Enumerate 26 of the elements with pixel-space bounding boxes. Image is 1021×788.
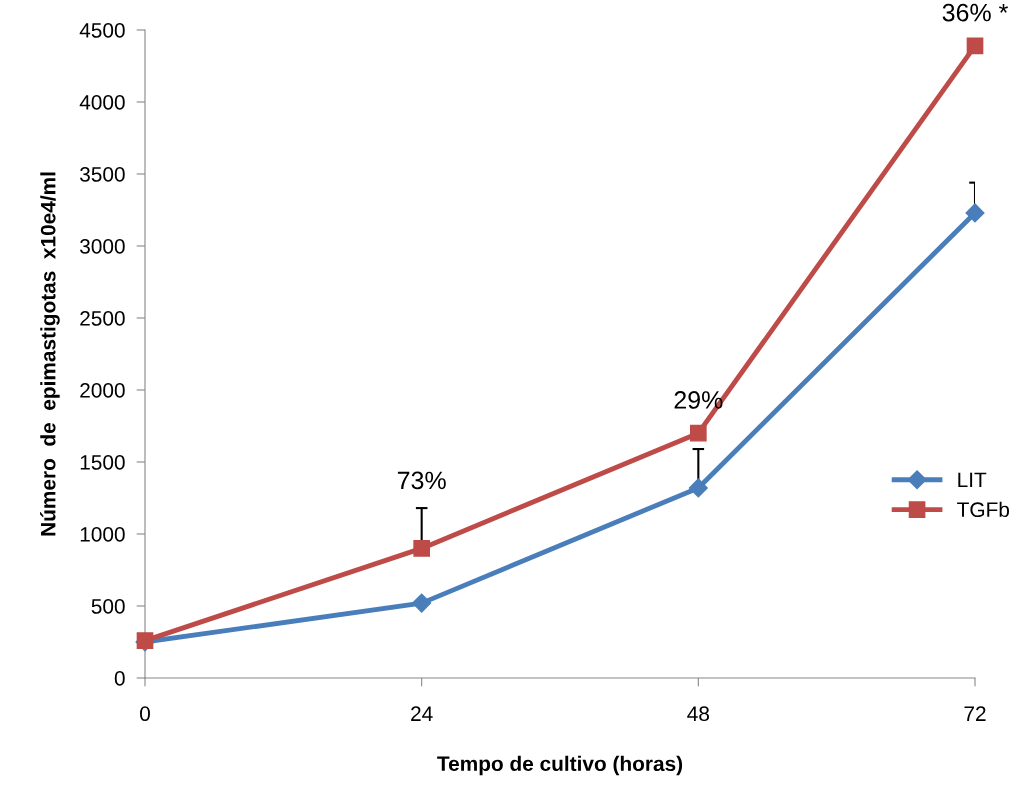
y-tick-label: 2000 bbox=[80, 383, 125, 398]
y-tick-label: 500 bbox=[91, 599, 125, 614]
x-axis-title: Tempo de cultivo (horas) bbox=[437, 755, 683, 776]
y-tick-label: 4000 bbox=[79, 95, 125, 110]
point bbox=[412, 593, 432, 613]
legend-label: TGFb bbox=[957, 501, 1010, 518]
y-tick-label: 4500 bbox=[79, 23, 125, 38]
point bbox=[965, 203, 985, 223]
point bbox=[689, 424, 707, 442]
annotation: 73% bbox=[397, 471, 446, 490]
x-tick-label: 24 bbox=[411, 706, 433, 721]
y-tick-label: 1500 bbox=[80, 455, 125, 470]
y-tick-label: 0 bbox=[114, 671, 125, 686]
point bbox=[966, 37, 984, 55]
point bbox=[688, 478, 708, 498]
y-axis-title: Número de epimastigotas x10e4/ml bbox=[40, 172, 60, 536]
y-tick-label: 1000 bbox=[80, 527, 125, 542]
y-tick-label: 3500 bbox=[80, 167, 125, 182]
x-tick-label: 72 bbox=[964, 706, 986, 721]
point bbox=[413, 540, 431, 557]
annotation: 36% * bbox=[942, 3, 1008, 22]
legend-label: LIT bbox=[958, 472, 987, 488]
x-tick-label: 48 bbox=[687, 706, 710, 722]
y-tick-label: 2500 bbox=[80, 311, 125, 326]
x-tick-label: 0 bbox=[140, 706, 150, 722]
y-tick-label: 3000 bbox=[80, 239, 125, 254]
